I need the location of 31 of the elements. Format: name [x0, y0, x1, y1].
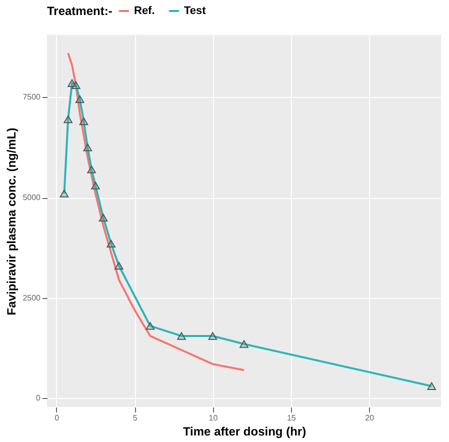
- point: [91, 182, 100, 190]
- legend-label: Ref.: [134, 5, 155, 17]
- y-axis-title: Favipiravir plasma conc. (ng/mL): [4, 128, 19, 316]
- point: [60, 190, 69, 198]
- point: [177, 332, 186, 340]
- point: [240, 340, 248, 348]
- point: [427, 382, 436, 390]
- point: [72, 81, 80, 90]
- legend-label: Test: [184, 5, 206, 17]
- x-tick-label: 15: [286, 414, 296, 422]
- point: [79, 117, 88, 126]
- x-tick-label: 20: [365, 414, 375, 422]
- point: [114, 262, 124, 270]
- y-tick-label: 0: [36, 394, 42, 403]
- x-tick-label: 0: [54, 414, 60, 422]
- legend-title: Treatment:-: [47, 4, 112, 18]
- point: [98, 214, 108, 222]
- x-axis-title: Time after dosing (hr): [182, 424, 306, 438]
- x-tick-label: 10: [208, 414, 218, 422]
- x-tick-label: 5: [132, 414, 138, 422]
- point: [83, 144, 92, 152]
- y-tick-label: 7500: [22, 92, 42, 102]
- y-tick-label: 2500: [22, 293, 42, 302]
- line-series: [67, 52, 245, 372]
- point: [106, 240, 116, 248]
- point: [208, 332, 218, 340]
- point: [64, 115, 72, 124]
- point: [87, 166, 96, 174]
- y-tick-label: 5000: [22, 193, 42, 202]
- point: [75, 95, 84, 104]
- point: [146, 322, 155, 330]
